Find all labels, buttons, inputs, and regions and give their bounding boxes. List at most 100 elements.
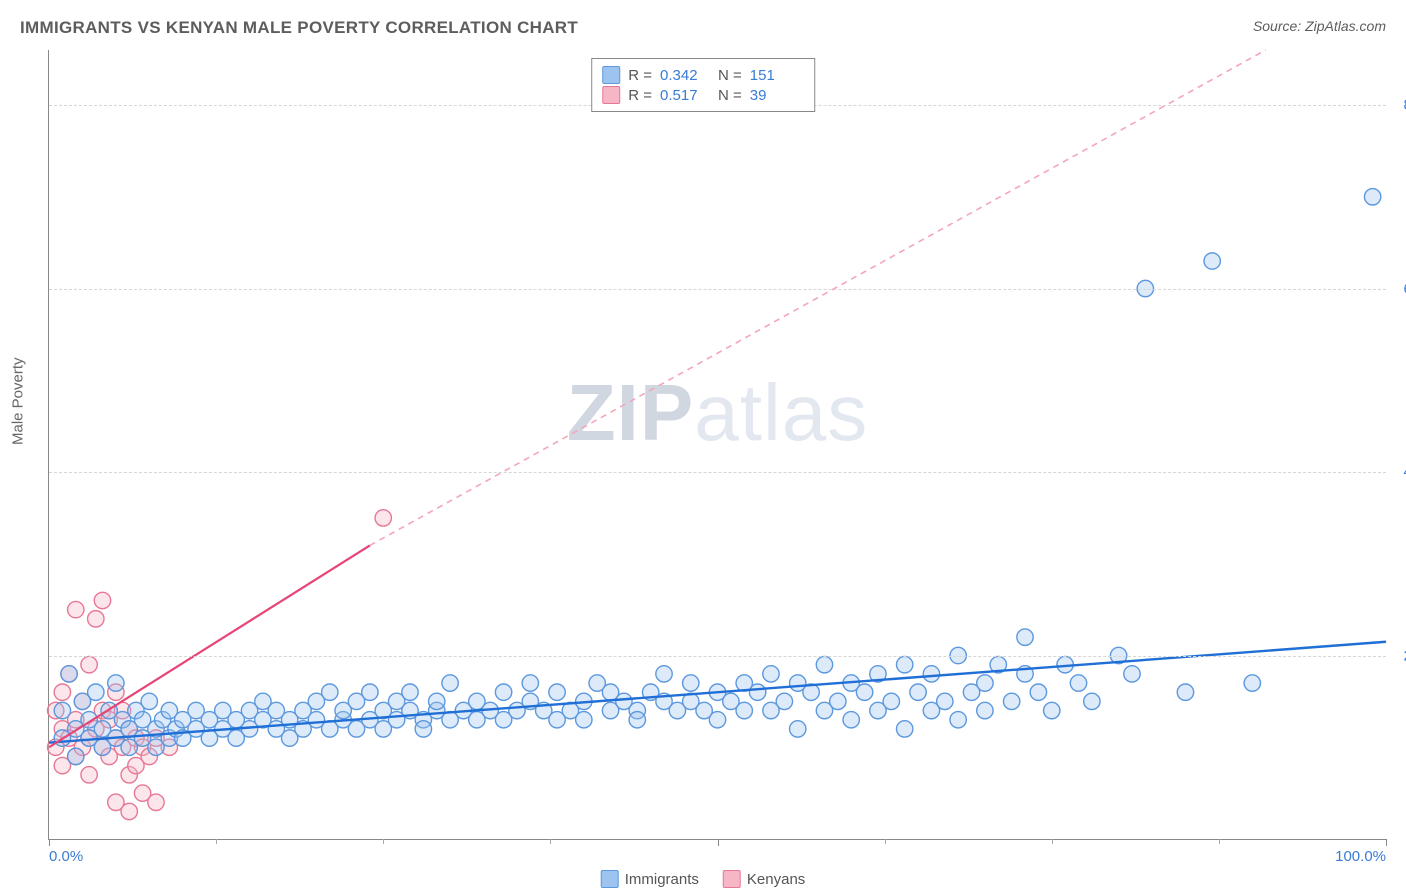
swatch-immigrants-bottom — [601, 870, 619, 888]
scatter-point — [429, 693, 445, 709]
x-tick-major — [718, 839, 719, 846]
plot-area: ZIPatlas 20.0%40.0%60.0%80.0%0.0%100.0% — [48, 50, 1386, 840]
scatter-point — [88, 684, 104, 700]
swatch-kenyans-bottom — [723, 870, 741, 888]
scatter-point — [442, 675, 458, 691]
scatter-point — [402, 684, 418, 700]
series-label-immigrants: Immigrants — [625, 871, 699, 888]
x-tick-minor — [216, 839, 217, 844]
scatter-point — [108, 675, 124, 691]
x-tick-minor — [1052, 839, 1053, 844]
scatter-point — [790, 721, 806, 737]
scatter-point — [1030, 684, 1046, 700]
chart-title: IMMIGRANTS VS KENYAN MALE POVERTY CORREL… — [20, 18, 578, 38]
scatter-point — [81, 767, 97, 783]
scatter-point — [495, 684, 511, 700]
scatter-point — [763, 666, 779, 682]
scatter-point — [322, 684, 338, 700]
scatter-point — [1177, 684, 1193, 700]
gridline-h — [49, 656, 1386, 657]
scatter-point — [683, 675, 699, 691]
x-tick-major — [49, 839, 50, 846]
scatter-point — [141, 693, 157, 709]
scatter-point — [896, 656, 912, 672]
scatter-point — [61, 666, 77, 682]
x-tick-minor — [885, 839, 886, 844]
scatter-point — [977, 702, 993, 718]
y-tick-label: 20.0% — [1391, 647, 1406, 664]
scatter-point — [121, 803, 137, 819]
stat-legend-row-immigrants: R = 0.342 N = 151 — [602, 65, 800, 85]
scatter-point — [81, 656, 97, 672]
series-label-kenyans: Kenyans — [747, 871, 805, 888]
scatter-point — [830, 693, 846, 709]
scatter-point — [910, 684, 926, 700]
scatter-point — [856, 684, 872, 700]
swatch-kenyans — [602, 86, 620, 104]
y-tick-label: 80.0% — [1391, 97, 1406, 114]
swatch-immigrants — [602, 66, 620, 84]
x-tick-minor — [383, 839, 384, 844]
scatter-point — [1044, 702, 1060, 718]
scatter-point — [1084, 693, 1100, 709]
scatter-point — [776, 693, 792, 709]
scatter-point — [362, 684, 378, 700]
stat-legend-row-kenyans: R = 0.517 N = 39 — [602, 85, 800, 105]
y-tick-label: 60.0% — [1391, 280, 1406, 297]
scatter-point — [1124, 666, 1140, 682]
scatter-point — [522, 675, 538, 691]
scatter-point — [576, 712, 592, 728]
scatter-point — [1364, 189, 1380, 205]
scatter-point — [88, 611, 104, 627]
scatter-point — [736, 702, 752, 718]
scatter-point — [1003, 693, 1019, 709]
scatter-point — [896, 721, 912, 737]
stat-legend: R = 0.342 N = 151 R = 0.517 N = 39 — [591, 58, 815, 112]
x-tick-major — [1386, 839, 1387, 846]
r-value-kenyans: 0.517 — [660, 87, 710, 104]
scatter-point — [950, 712, 966, 728]
scatter-point — [1070, 675, 1086, 691]
scatter-point — [656, 666, 672, 682]
r-label: R = — [628, 67, 652, 84]
scatter-point — [709, 712, 725, 728]
scatter-point — [415, 721, 431, 737]
scatter-point — [923, 666, 939, 682]
scatter-point — [1017, 629, 1033, 645]
gridline-h — [49, 289, 1386, 290]
scatter-point — [937, 693, 953, 709]
scatter-point — [54, 702, 70, 718]
r-value-immigrants: 0.342 — [660, 67, 710, 84]
scatter-point — [1204, 253, 1220, 269]
gridline-h — [49, 472, 1386, 473]
scatter-point — [843, 712, 859, 728]
scatter-point — [375, 510, 391, 526]
scatter-point — [148, 794, 164, 810]
source-label: Source: ZipAtlas.com — [1253, 18, 1386, 34]
scatter-point — [749, 684, 765, 700]
series-legend-immigrants: Immigrants — [601, 870, 699, 888]
scatter-point — [54, 684, 70, 700]
n-label: N = — [718, 67, 742, 84]
scatter-point — [549, 684, 565, 700]
scatter-point — [94, 592, 110, 608]
n-label: N = — [718, 87, 742, 104]
x-tick-label: 0.0% — [49, 848, 83, 865]
y-axis-label: Male Poverty — [10, 357, 27, 445]
scatter-point — [68, 601, 84, 617]
series-legend-kenyans: Kenyans — [723, 870, 805, 888]
scatter-point — [977, 675, 993, 691]
n-value-immigrants: 151 — [750, 67, 800, 84]
scatter-point — [816, 656, 832, 672]
scatter-point — [629, 712, 645, 728]
r-label: R = — [628, 87, 652, 104]
plot-svg — [49, 50, 1386, 839]
scatter-point — [883, 693, 899, 709]
n-value-kenyans: 39 — [750, 87, 800, 104]
x-tick-label: 100.0% — [1335, 848, 1386, 865]
series-legend: Immigrants Kenyans — [601, 870, 806, 888]
scatter-point — [68, 748, 84, 764]
y-tick-label: 40.0% — [1391, 464, 1406, 481]
x-tick-minor — [1219, 839, 1220, 844]
x-tick-minor — [550, 839, 551, 844]
